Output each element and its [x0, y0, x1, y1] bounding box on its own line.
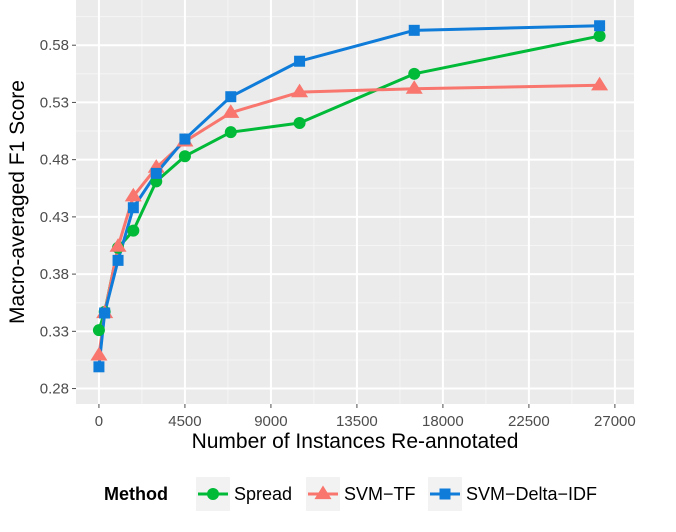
- data-point: [92, 324, 105, 337]
- x-tick-label: 9000: [254, 413, 287, 430]
- data-point: [150, 167, 162, 179]
- y-axis-ticks: 0.28 0.33 0.38 0.43 0.48 0.53 0.58: [40, 37, 76, 398]
- data-point: [291, 83, 309, 98]
- data-point: [112, 254, 124, 266]
- x-tick-label: 4500: [168, 413, 201, 430]
- x-tick-label: 18000: [422, 413, 464, 430]
- major-gridlines: [76, 0, 634, 404]
- legend-label: SVM−Delta−IDF: [466, 484, 597, 504]
- data-point: [127, 202, 139, 214]
- y-tick-label: 0.58: [40, 37, 69, 54]
- legend: Method Spread SVM−TF SVM−Delta−IDF: [104, 477, 597, 511]
- y-tick-label: 0.53: [40, 94, 69, 111]
- data-point: [294, 55, 306, 67]
- y-tick-label: 0.38: [40, 266, 69, 283]
- series-line: [97, 24, 600, 367]
- minor-gridlines: [76, 0, 634, 404]
- data-point: [124, 187, 142, 202]
- series-2: [97, 24, 600, 367]
- y-tick-label: 0.28: [40, 381, 69, 398]
- data-point: [224, 126, 237, 139]
- data-point: [408, 67, 421, 80]
- series-layer: [90, 20, 609, 373]
- y-tick-label: 0.43: [40, 209, 69, 226]
- data-point: [99, 307, 111, 319]
- data-point: [594, 20, 606, 32]
- x-axis-title: Number of Instances Re-annotated: [192, 430, 519, 453]
- legend-label: SVM−TF: [344, 484, 416, 504]
- data-point: [405, 80, 423, 94]
- data-point: [222, 104, 240, 118]
- data-point: [591, 76, 609, 91]
- x-tick-label: 22500: [508, 413, 550, 430]
- data-point: [293, 117, 306, 130]
- data-point: [179, 133, 191, 145]
- y-axis-title: Macro-averaged F1 Score: [6, 80, 29, 324]
- data-point: [408, 24, 420, 36]
- y-tick-label: 0.48: [40, 152, 69, 169]
- data-point: [225, 91, 237, 103]
- x-tick-label: 13500: [336, 413, 378, 430]
- x-axis-ticks: 0 4500 9000 13500 18000 22500 27000: [95, 404, 636, 430]
- data-point: [93, 361, 105, 373]
- legend-title: Method: [104, 484, 168, 504]
- legend-marker: [439, 488, 451, 500]
- legend-item: SVM−Delta−IDF: [428, 477, 597, 511]
- x-tick-label: 27000: [594, 413, 636, 430]
- legend-marker: [207, 488, 219, 500]
- series-markers-2: [93, 20, 606, 373]
- legend-item: SVM−TF: [306, 477, 416, 511]
- legend-marker: [314, 485, 332, 500]
- data-point: [109, 238, 127, 252]
- legend-item: Spread: [196, 477, 292, 511]
- data-point: [178, 150, 191, 163]
- y-tick-label: 0.33: [40, 323, 69, 340]
- legend-label: Spread: [234, 484, 292, 504]
- data-point: [90, 346, 108, 361]
- x-tick-label: 0: [95, 413, 103, 430]
- data-point: [593, 30, 606, 43]
- plot-panel: [76, 0, 634, 404]
- data-point: [127, 224, 140, 237]
